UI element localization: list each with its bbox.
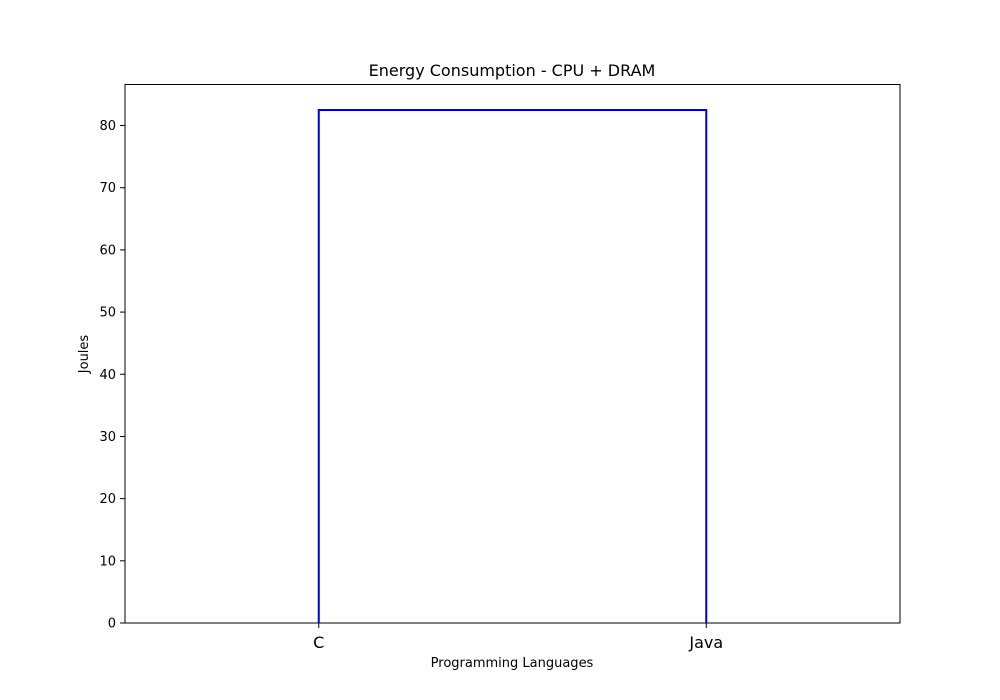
y-tick-label: 40	[99, 368, 116, 383]
x-tick-label: Java	[688, 633, 723, 652]
y-tick-label: 30	[99, 430, 116, 445]
y-tick-label: 70	[99, 181, 116, 196]
y-axis: 0 10 20 30 40 50 60 70 80	[99, 119, 125, 632]
y-tick-label: 10	[99, 554, 116, 569]
x-axis: C Java	[313, 623, 723, 652]
x-tick-label: C	[313, 633, 324, 652]
y-axis-title: Joules	[77, 335, 92, 375]
y-tick-label: 0	[108, 617, 116, 632]
y-tick-label: 60	[99, 243, 116, 258]
y-tick-label: 80	[99, 119, 116, 134]
series-line-cpu-dram	[317, 108, 708, 623]
chart-title: Energy Consumption - CPU + DRAM	[369, 61, 656, 80]
y-tick-label: 50	[99, 306, 116, 321]
y-tick-label: 20	[99, 492, 116, 507]
x-axis-title: Programming Languages	[431, 656, 594, 671]
plot-area	[124, 84, 901, 624]
